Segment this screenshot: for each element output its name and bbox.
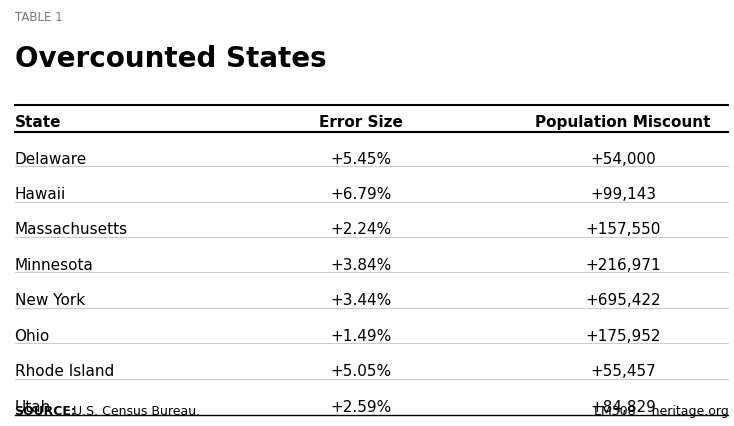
Text: U.S. Census Bureau.: U.S. Census Bureau.: [69, 405, 200, 417]
Text: +5.05%: +5.05%: [330, 363, 391, 378]
Text: +157,550: +157,550: [586, 222, 661, 237]
Text: +6.79%: +6.79%: [330, 187, 391, 201]
Text: State: State: [15, 115, 61, 130]
Text: +216,971: +216,971: [585, 257, 661, 272]
Text: +55,457: +55,457: [590, 363, 656, 378]
Text: Utah: Utah: [15, 399, 51, 414]
Text: +3.84%: +3.84%: [330, 257, 391, 272]
Text: +3.44%: +3.44%: [330, 293, 391, 308]
Text: +99,143: +99,143: [590, 187, 656, 201]
Text: Massachusetts: Massachusetts: [15, 222, 128, 237]
Text: New York: New York: [15, 293, 84, 308]
Text: Ohio: Ohio: [15, 328, 50, 343]
Text: +2.24%: +2.24%: [330, 222, 391, 237]
Text: TABLE 1: TABLE 1: [15, 11, 62, 23]
Text: Hawaii: Hawaii: [15, 187, 66, 201]
Text: LM308    heritage.org: LM308 heritage.org: [594, 405, 729, 417]
Text: +1.49%: +1.49%: [330, 328, 391, 343]
Text: +2.59%: +2.59%: [330, 399, 391, 414]
Text: Overcounted States: Overcounted States: [15, 45, 326, 73]
Text: +175,952: +175,952: [585, 328, 661, 343]
Text: Population Miscount: Population Miscount: [535, 115, 711, 130]
Text: Error Size: Error Size: [319, 115, 403, 130]
Text: +5.45%: +5.45%: [330, 151, 391, 166]
Text: Delaware: Delaware: [15, 151, 87, 166]
Text: Rhode Island: Rhode Island: [15, 363, 114, 378]
Text: +54,000: +54,000: [590, 151, 656, 166]
Text: +695,422: +695,422: [585, 293, 661, 308]
Text: +84,829: +84,829: [590, 399, 656, 414]
Text: SOURCE:: SOURCE:: [15, 405, 76, 417]
Text: Minnesota: Minnesota: [15, 257, 93, 272]
